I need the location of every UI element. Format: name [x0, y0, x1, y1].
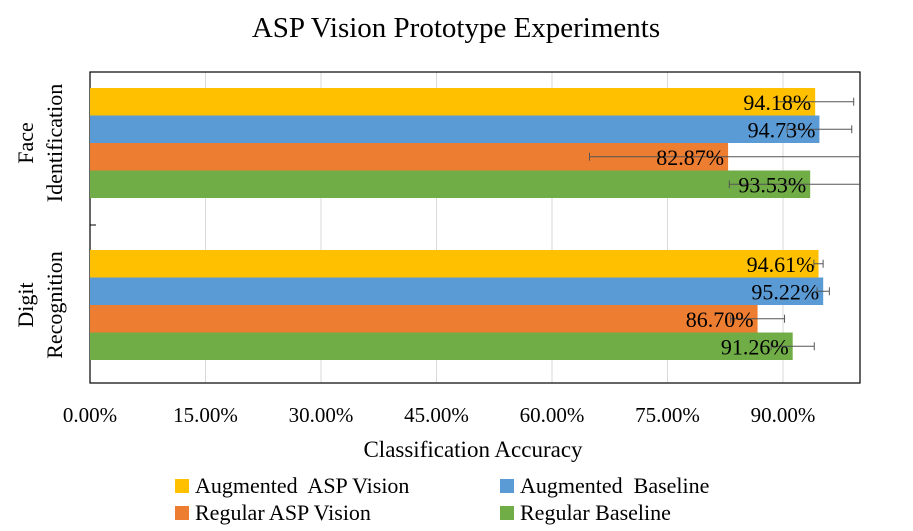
category-label-line2: Identification [42, 84, 67, 203]
data-label-0-1: 94.73% [748, 117, 816, 142]
legend-label: Augmented Baseline [520, 473, 709, 498]
data-label-0-3: 93.53% [738, 172, 806, 197]
bar-1-0 [90, 250, 819, 278]
error-bar-0-1 [786, 125, 853, 134]
data-label-0-2: 82.87% [656, 145, 724, 170]
bar-0-0 [90, 88, 816, 116]
bar-1-3 [90, 332, 793, 360]
legend-item-1: Augmented Baseline [500, 473, 709, 498]
bar-0-3 [90, 170, 811, 198]
legend-item-0: Augmented ASP Vision [175, 473, 409, 498]
error-bar-0-0 [776, 97, 855, 106]
legend-swatch [500, 506, 514, 520]
x-tick-label: 15.00% [173, 403, 238, 427]
legend-label: Regular ASP Vision [195, 500, 371, 525]
category-label-1: Digit Recognition [13, 251, 67, 359]
bar-1-1 [90, 277, 824, 305]
data-labels: 94.18%94.73% 82.87% 93.53% 94.61%95.22% 86.7… [656, 90, 819, 360]
category-label-line1: Face [13, 122, 38, 164]
x-axis-ticks: 0.00% 15.00% 30.00% 45.00% 60.00% 75.00% 90.00… [63, 403, 816, 427]
error-bar-1-0 [813, 259, 824, 268]
data-label-1-3: 91.26% [721, 334, 789, 359]
x-tick-label: 0.00% [63, 403, 117, 427]
error-bar-1-2 [730, 314, 786, 323]
data-label-0-0: 94.18% [743, 90, 811, 115]
y-axis-categories: Face Identification Digit Recognition [13, 84, 96, 359]
legend-swatch [175, 506, 189, 520]
error-bar-1-1 [816, 287, 830, 296]
category-label-line2: Recognition [42, 251, 67, 359]
category-label-0: Face Identification [13, 84, 67, 203]
x-tick-label: 30.00% [289, 403, 354, 427]
legend-swatch [500, 479, 514, 493]
category-label-line1: Digit [13, 282, 38, 327]
x-tick-label: 60.00% [520, 403, 585, 427]
x-tick-label: 45.00% [404, 403, 469, 427]
legend-label: Regular Baseline [520, 500, 671, 525]
legend: Augmented ASP Vision Augmented BaselineRe… [175, 473, 709, 525]
legend-item-2: Regular ASP Vision [175, 500, 371, 525]
bars [90, 88, 824, 360]
error-bars [588, 97, 860, 351]
x-axis-label: Classification Accuracy [363, 437, 583, 462]
plot-area [89, 71, 861, 384]
x-tick-label: 90.00% [751, 403, 816, 427]
legend-swatch [175, 479, 189, 493]
bar-0-1 [90, 115, 820, 143]
data-label-1-0: 94.61% [747, 252, 815, 277]
bar-1-2 [90, 305, 758, 333]
legend-item-3: Regular Baseline [500, 500, 671, 525]
x-tick-label: 75.00% [635, 403, 700, 427]
data-label-1-1: 95.22% [751, 279, 819, 304]
data-label-1-2: 86.70% [686, 307, 754, 332]
error-bar-0-3 [728, 180, 860, 189]
error-bar-0-2 [588, 152, 860, 161]
chart-title: ASP Vision Prototype Experiments [252, 12, 660, 44]
error-bar-1-3 [770, 342, 815, 351]
legend-label: Augmented ASP Vision [195, 473, 409, 498]
